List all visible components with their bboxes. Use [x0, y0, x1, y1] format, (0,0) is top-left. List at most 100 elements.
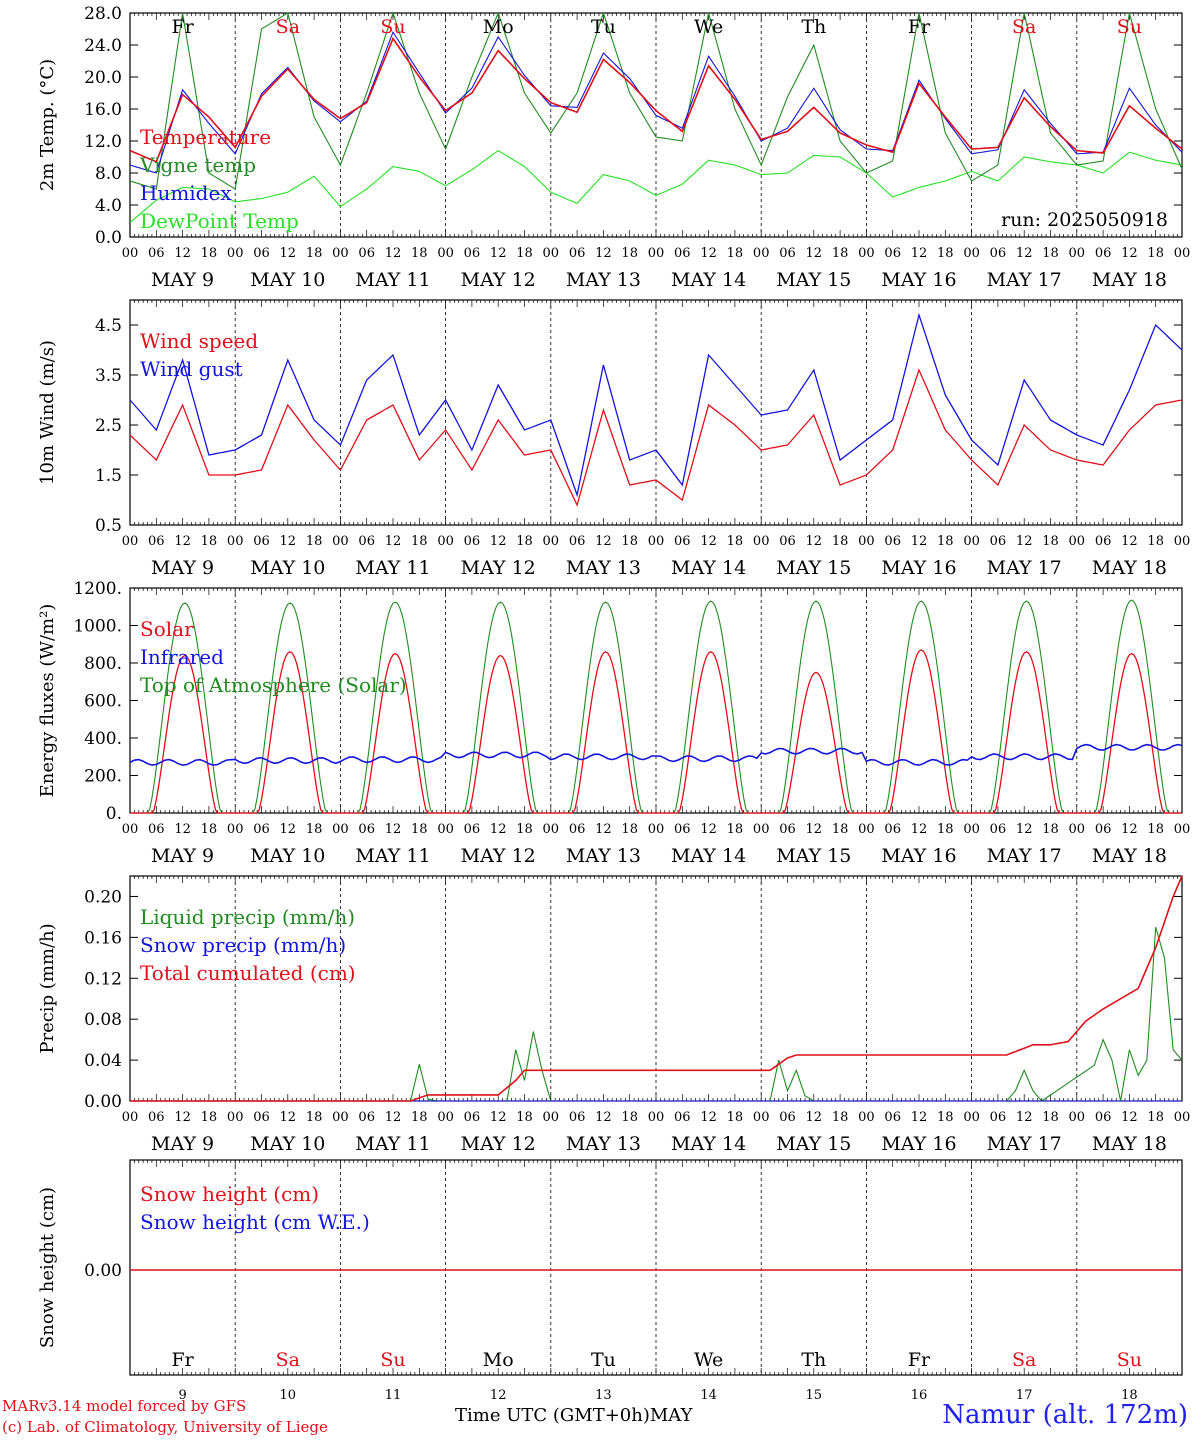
hour-tick-label: 06: [779, 1110, 796, 1125]
hour-tick-label: 00: [437, 822, 454, 837]
date-label: MAY 9: [151, 845, 214, 867]
y-tick-label: 2.5: [95, 416, 122, 436]
bottom-day-label: Tu: [591, 1349, 616, 1371]
hour-tick-label: 06: [674, 822, 691, 837]
hour-tick-label: 00: [332, 822, 349, 837]
hour-tick-label: 18: [411, 1110, 428, 1125]
hour-tick-label: 00: [858, 1110, 875, 1125]
hour-tick-label: 06: [253, 246, 270, 261]
hour-tick-label: 12: [595, 246, 612, 261]
hour-tick-label: 06: [569, 822, 586, 837]
hour-tick-label: 00: [122, 1110, 139, 1125]
day-label: We: [694, 16, 723, 38]
date-label: MAY 15: [776, 269, 851, 291]
hour-tick-label: 06: [1095, 534, 1112, 549]
bottom-day-label: Th: [801, 1349, 826, 1371]
hour-tick-label: 00: [753, 246, 770, 261]
hour-tick-label: 06: [148, 1110, 165, 1125]
hour-tick-label: 12: [174, 534, 191, 549]
hour-tick-label: 06: [990, 534, 1007, 549]
hour-tick-label: 06: [253, 1110, 270, 1125]
y-tick-label: 4.5: [95, 316, 122, 336]
hour-tick-label: 00: [437, 534, 454, 549]
hour-tick-label: 00: [122, 534, 139, 549]
y-tick-label: 0.20: [84, 887, 122, 907]
hour-tick-label: 06: [464, 534, 481, 549]
day-label: Sa: [276, 16, 300, 38]
hour-tick-label: 18: [1147, 822, 1164, 837]
series-line: [129, 312, 1183, 498]
date-label: MAY 9: [151, 557, 214, 579]
lab-credit: (c) Lab. of Climatology, University of L…: [2, 1418, 328, 1436]
y-tick-label: 0.04: [84, 1051, 122, 1071]
date-label: MAY 17: [987, 269, 1062, 291]
hour-tick-label: 00: [1069, 246, 1086, 261]
series-line: [130, 875, 1183, 1102]
hour-tick-label: 06: [148, 246, 165, 261]
date-label: MAY 12: [461, 1133, 536, 1155]
model-credit: MARv3.14 model forced by GFS: [2, 1397, 247, 1415]
hour-tick-label: 18: [727, 822, 744, 837]
x-axis-title-text: Time UTC (GMT+0h): [455, 1405, 650, 1426]
hour-tick-label: 12: [911, 534, 928, 549]
date-label: MAY 10: [250, 1133, 325, 1155]
hour-tick-label: 18: [306, 822, 323, 837]
hour-tick-label: 00: [227, 822, 244, 837]
date-label: MAY 18: [1092, 557, 1167, 579]
hour-tick-label: 00: [332, 534, 349, 549]
date-label: MAY 16: [881, 845, 956, 867]
hour-tick-label: 18: [201, 822, 218, 837]
y-axis-label: 10m Wind (m/s): [37, 340, 58, 485]
hour-tick-label: 06: [779, 822, 796, 837]
hour-tick-label: 06: [884, 822, 901, 837]
date-label: MAY 13: [566, 845, 641, 867]
day-label: Su: [1117, 16, 1142, 38]
hour-tick-label: 06: [1095, 246, 1112, 261]
hour-tick-label: 18: [1147, 246, 1164, 261]
hour-tick-label: 06: [990, 1110, 1007, 1125]
hour-tick-label: 00: [753, 534, 770, 549]
hour-tick-label: 12: [911, 1110, 928, 1125]
hour-tick-label: 12: [806, 822, 823, 837]
hour-tick-label: 18: [411, 822, 428, 837]
hour-tick-label: 00: [1069, 822, 1086, 837]
hour-tick-label: 12: [385, 246, 402, 261]
station-label: Namur (alt. 172m): [942, 1400, 1188, 1430]
y-tick-label: 200.: [84, 767, 122, 787]
hour-tick-label: 00: [437, 1110, 454, 1125]
hour-tick-label: 06: [884, 534, 901, 549]
hour-tick-label: 00: [648, 822, 665, 837]
day-label: Tu: [591, 16, 616, 38]
y-tick-label: 1200.: [73, 579, 122, 599]
y-tick-label: 1.5: [95, 466, 122, 486]
hour-tick-label: 00: [1174, 822, 1191, 837]
hour-tick-label: 12: [1016, 534, 1033, 549]
panel-frame-5: [129, 1159, 1183, 1376]
hour-tick-label: 12: [595, 822, 612, 837]
bottom-date-number: 13: [595, 1388, 612, 1403]
hour-tick-label: 18: [937, 246, 954, 261]
hour-tick-label: 00: [227, 246, 244, 261]
date-label: MAY 13: [566, 1133, 641, 1155]
hour-tick-label: 00: [332, 246, 349, 261]
date-label: MAY 10: [250, 269, 325, 291]
hour-tick-label: 12: [385, 1110, 402, 1125]
hour-tick-label: 18: [516, 246, 533, 261]
hour-tick-label: 12: [174, 1110, 191, 1125]
hour-tick-label: 18: [1042, 1110, 1059, 1125]
hour-tick-label: 00: [963, 246, 980, 261]
date-label: MAY 12: [461, 557, 536, 579]
hour-tick-label: 06: [358, 534, 375, 549]
date-label: MAY 17: [987, 557, 1062, 579]
hour-tick-label: 12: [1016, 246, 1033, 261]
hour-tick-label: 00: [648, 1110, 665, 1125]
hour-tick-label: 12: [595, 1110, 612, 1125]
hour-tick-label: 12: [280, 534, 297, 549]
date-label: MAY 10: [250, 557, 325, 579]
hour-tick-label: 18: [832, 822, 849, 837]
hour-tick-label: 06: [1095, 1110, 1112, 1125]
day-label: Sa: [1012, 16, 1036, 38]
date-label: MAY 12: [461, 269, 536, 291]
date-label: MAY 17: [987, 845, 1062, 867]
bottom-day-label: Su: [380, 1349, 405, 1371]
